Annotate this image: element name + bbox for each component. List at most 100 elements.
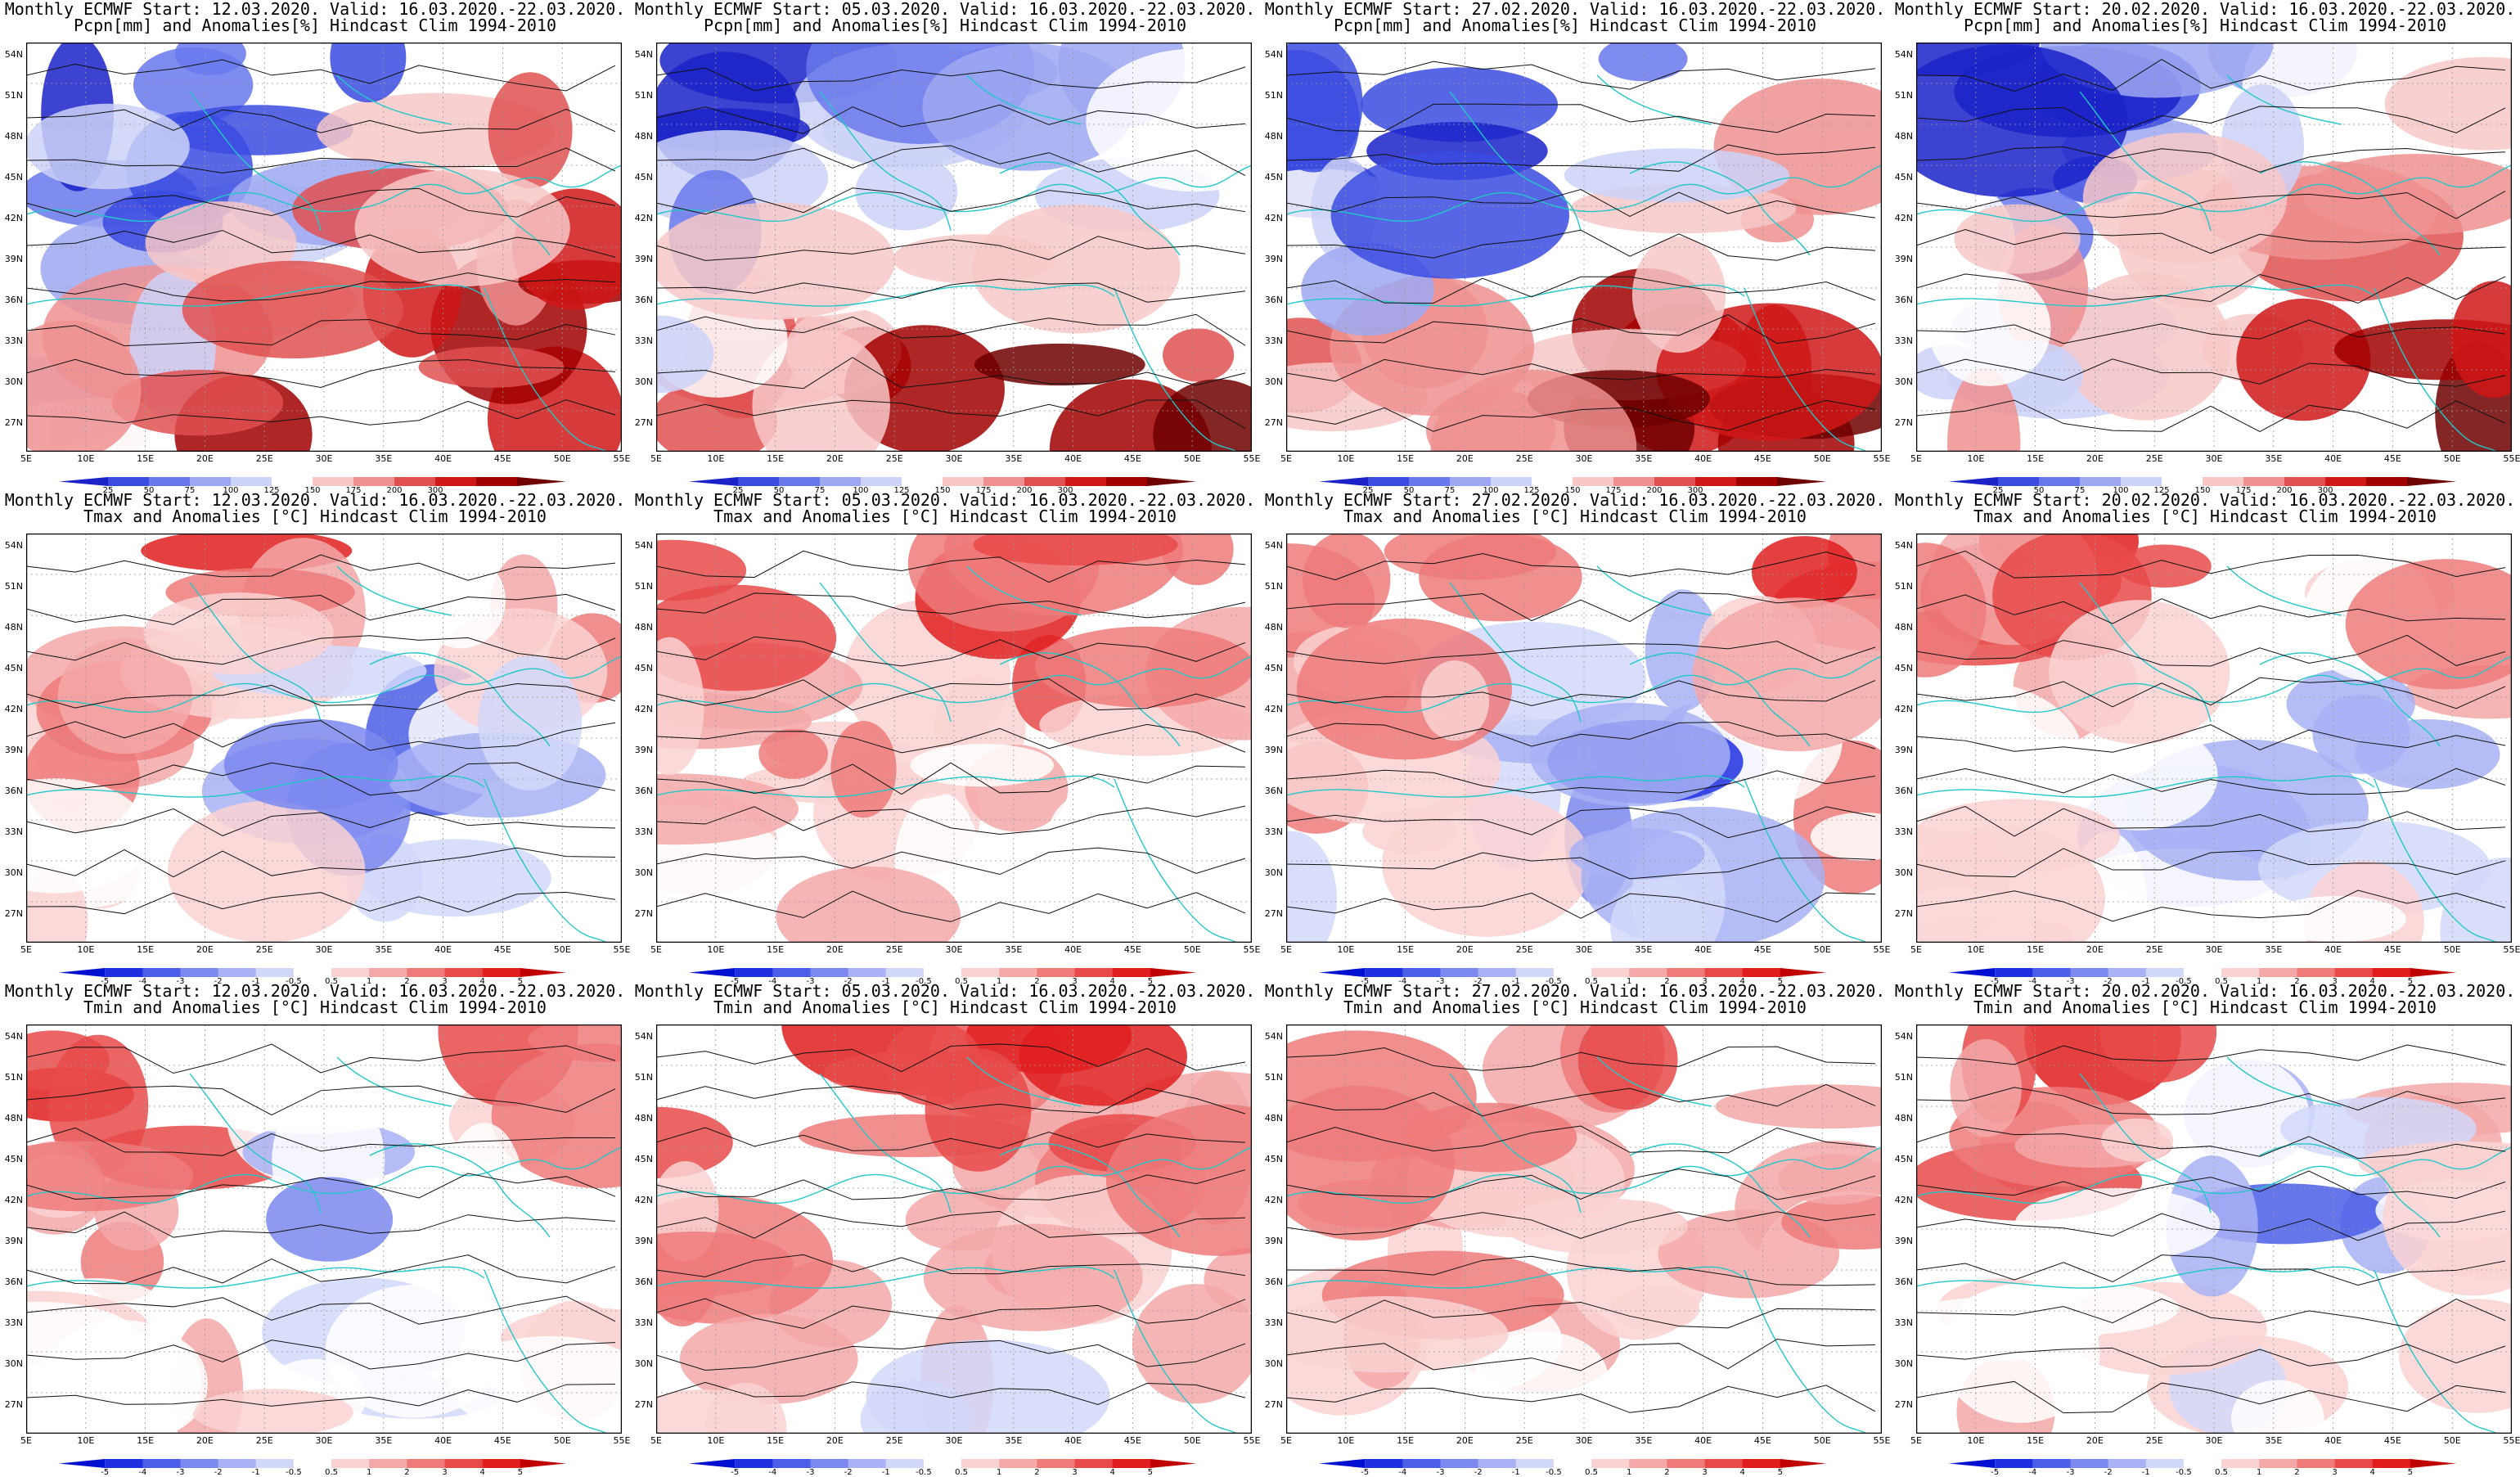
lat-label: 54N <box>1264 540 1283 551</box>
lon-label: 40E <box>434 453 452 464</box>
coastline <box>1916 1266 2375 1289</box>
lon-label: 55E <box>1243 453 1261 464</box>
anomaly-shading <box>679 1313 858 1405</box>
legend-swatch <box>923 1459 962 1468</box>
anomaly-shading <box>2059 722 2218 831</box>
legend-label: 300 <box>1057 486 1073 495</box>
contour-line <box>656 236 1246 261</box>
lon-label: 50E <box>2443 453 2461 464</box>
coastline <box>2259 652 2441 747</box>
coastline <box>1916 775 2375 798</box>
anomaly-shading <box>1505 1197 1688 1254</box>
legend-label: -4 <box>2028 977 2037 986</box>
legend-label: -2 <box>214 977 223 986</box>
coastline <box>656 164 1252 223</box>
contour-line <box>26 358 616 389</box>
legend-swatch <box>1365 968 1403 977</box>
legend-label: 200 <box>1646 486 1663 495</box>
lat-label: 36N <box>1264 295 1283 305</box>
anomaly-shading <box>823 1050 1018 1096</box>
anomaly-shading <box>656 773 799 845</box>
panel-run-title: Monthly ECMWF Start: 05.03.2020. Valid: … <box>634 490 1256 510</box>
legend-label: 125 <box>2153 486 2170 495</box>
contour-line <box>656 104 1246 134</box>
legend-swatch <box>2284 477 2326 486</box>
lat-label: 51N <box>4 581 23 592</box>
anomaly-shading <box>1715 1084 1882 1129</box>
anomaly-shading <box>478 655 583 791</box>
lon-label: 30E <box>2205 944 2223 955</box>
contour-line <box>1286 1169 1876 1200</box>
legend-swatch <box>2372 968 2411 977</box>
legend-swatch <box>1667 968 1706 977</box>
legend-swatch <box>772 1459 811 1468</box>
coastline <box>1629 161 1811 256</box>
lon-label: 55E <box>613 944 631 955</box>
anomaly-shading <box>2082 133 2288 263</box>
legend-label: 2 <box>1664 977 1670 986</box>
legend-swatch <box>2183 968 2222 977</box>
anomaly-shading <box>443 1123 525 1272</box>
lon-label: 5E <box>1910 1435 1922 1446</box>
lat-label: 54N <box>1264 49 1283 60</box>
anomaly-shading <box>1916 543 1987 678</box>
color-legend-bar <box>1949 477 2456 486</box>
legend-swatch <box>2407 477 2456 486</box>
legend-swatch <box>848 1459 887 1468</box>
legend-label: -0.5 <box>1546 977 1562 986</box>
lon-label: 15E <box>767 1435 785 1446</box>
legend-swatch <box>902 477 943 486</box>
contour-line <box>1916 191 2506 219</box>
coastline <box>966 1056 1082 1107</box>
anomaly-map <box>656 43 1252 452</box>
legend-swatch <box>1553 1459 1592 1468</box>
legend-swatch <box>1949 968 1996 977</box>
anomaly-map <box>1916 1024 2512 1434</box>
legend-label: 75 <box>184 486 196 495</box>
legend-label: 100 <box>853 486 869 495</box>
legend-swatch <box>2183 1459 2222 1468</box>
legend-label: 25 <box>1992 486 2004 495</box>
lon-label: 45E <box>2383 944 2401 955</box>
contour-line <box>26 318 616 347</box>
legend-swatch <box>2243 477 2285 486</box>
legend-swatch <box>255 1459 295 1468</box>
legend-swatch <box>735 968 773 977</box>
legend-swatch <box>59 477 108 486</box>
lon-label: 30E <box>315 944 333 955</box>
lat-label: 42N <box>4 704 23 714</box>
panel-variable-title: Pcpn[mm] and Anomalies[%] Hindcast Clim … <box>1963 16 2446 35</box>
contour-line <box>1916 1380 2506 1414</box>
legend-swatch <box>1037 968 1076 977</box>
coastline <box>999 652 1181 747</box>
lon-label: 35E <box>1005 944 1023 955</box>
coastline <box>1114 1269 1238 1434</box>
legend-swatch <box>2297 968 2336 977</box>
map-panel: Monthly ECMWF Start: 05.03.2020. Valid: … <box>630 982 1261 1477</box>
contour-line <box>1286 1338 1876 1371</box>
anomaly-shading <box>1751 536 1857 608</box>
lat-label: 51N <box>4 1072 23 1083</box>
lat-label: 48N <box>1894 131 1913 142</box>
panel-variable-title: Pcpn[mm] and Anomalies[%] Hindcast Clim … <box>703 16 1186 35</box>
contour-line <box>1286 1046 1876 1071</box>
contour-line <box>1916 228 2506 254</box>
lon-label: 10E <box>77 1435 95 1446</box>
lat-label: 39N <box>1264 254 1283 264</box>
contour-line <box>26 891 616 915</box>
coastline <box>656 1146 1252 1205</box>
legend-swatch <box>353 477 395 486</box>
contour-line <box>656 313 1246 346</box>
anomaly-shading <box>2062 272 2231 421</box>
legend-swatch <box>520 968 566 977</box>
lat-label: 30N <box>1894 1358 1913 1369</box>
lon-label: 5E <box>20 1435 32 1446</box>
contour-line <box>1286 1299 1876 1329</box>
legend-label: -5 <box>731 977 740 986</box>
legend-label: 200 <box>1016 486 1033 495</box>
lon-label: 5E <box>650 1435 662 1446</box>
lon-label: 15E <box>767 453 785 464</box>
anomaly-shading <box>2164 1054 2310 1181</box>
legend-swatch <box>1553 968 1592 977</box>
contour-line <box>656 278 1246 303</box>
